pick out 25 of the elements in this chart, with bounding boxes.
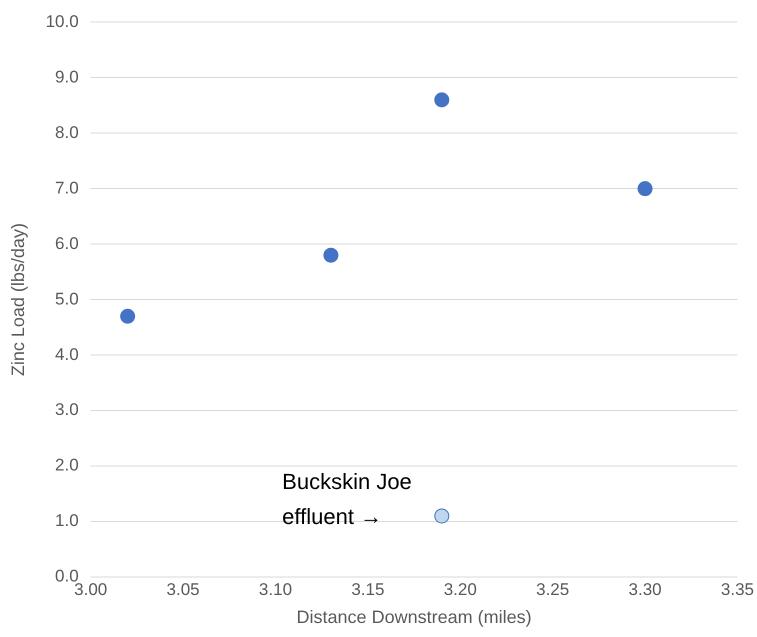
x-axis-title: Distance Downstream (miles) xyxy=(296,607,532,628)
x-tick-label: 3.05 xyxy=(166,580,200,599)
x-tick-label: 3.25 xyxy=(536,580,570,599)
point xyxy=(434,508,450,524)
y-tick-label: 9.0 xyxy=(55,67,79,86)
x-tick-label: 3.30 xyxy=(628,580,662,599)
y-tick-label: 8.0 xyxy=(55,122,79,142)
annotation: Buckskin Joe effluent → xyxy=(282,468,412,529)
point xyxy=(434,92,450,108)
x-tick-label: 3.10 xyxy=(258,580,292,599)
x-tick-label: 3.35 xyxy=(720,580,754,599)
x-tick-label: 3.15 xyxy=(351,580,384,599)
point xyxy=(638,181,653,196)
y-tick-label: 7.0 xyxy=(55,178,79,198)
y-tick-label: 5.0 xyxy=(55,289,79,308)
point xyxy=(323,248,338,263)
y-tick-label: 10.0 xyxy=(46,12,79,31)
y-tick-label: 6.0 xyxy=(55,234,79,253)
y-tick-label: 3.0 xyxy=(55,400,79,420)
y-axis-title: Zinc Load (lbs/day) xyxy=(8,223,28,376)
y-tick-label: 1.0 xyxy=(55,511,79,530)
y-tick-label: 2.0 xyxy=(55,456,79,475)
y-tick-label: 4.0 xyxy=(55,344,79,364)
point xyxy=(120,308,136,324)
x-tick-label: 3.20 xyxy=(444,580,477,599)
